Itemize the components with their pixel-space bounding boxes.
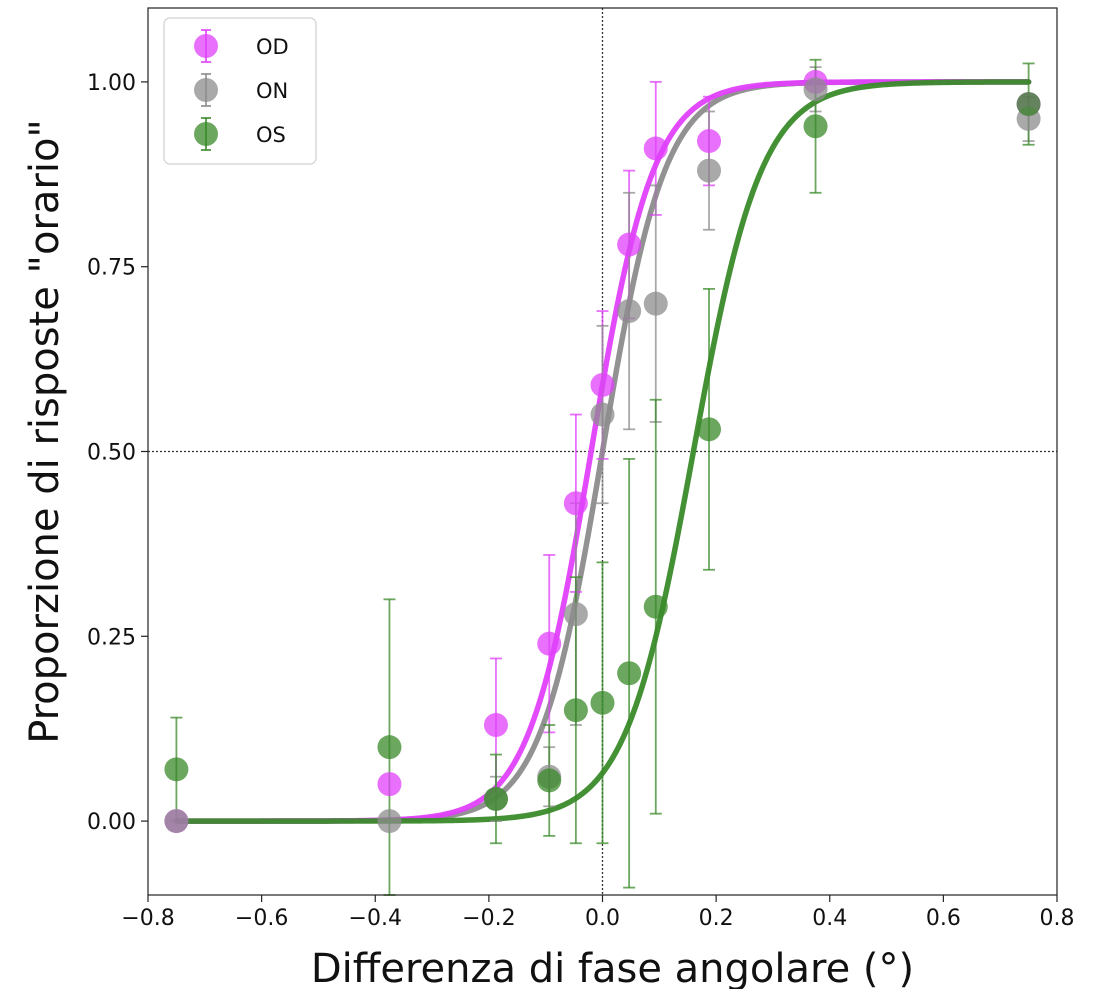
data-point-os xyxy=(164,757,189,782)
data-point-os xyxy=(563,698,588,723)
data-point-os xyxy=(483,786,508,811)
y-tick-label: 0.00 xyxy=(87,810,136,835)
data-point-on xyxy=(590,402,615,427)
x-tick-label: 0.2 xyxy=(699,906,734,931)
y-tick-label: 0.50 xyxy=(87,441,136,466)
data-point-os xyxy=(803,114,828,139)
data-point-os xyxy=(617,661,642,686)
data-point-od xyxy=(377,772,402,797)
data-point-on xyxy=(643,291,668,316)
x-tick-label: −0.8 xyxy=(121,906,174,931)
data-point-od xyxy=(537,631,562,656)
legend-label-on: ON xyxy=(256,79,288,103)
data-point-od xyxy=(590,372,615,397)
x-tick-label: 0.0 xyxy=(585,906,620,931)
x-tick-label: 0.6 xyxy=(926,906,961,931)
data-point-os xyxy=(697,417,722,442)
x-axis-title: Differenza di fase angolare (°) xyxy=(311,946,914,989)
legend-label-os: OS xyxy=(256,123,286,147)
x-axis-ticks: −0.8 −0.6 −0.4 −0.2 0.0 0.2 0.4 0.6 0.8 xyxy=(121,895,1075,931)
data-point-od xyxy=(697,129,722,154)
x-tick-label: −0.4 xyxy=(349,906,402,931)
data-point-on xyxy=(377,809,402,834)
x-tick-label: 0.4 xyxy=(812,906,847,931)
legend: OD ON OS xyxy=(163,17,317,165)
data-point-on xyxy=(803,77,828,102)
data-point-od xyxy=(643,136,668,161)
data-point-od xyxy=(483,712,508,737)
data-point-os xyxy=(377,735,402,760)
y-axis-title: Proporzione di risposte "orario" xyxy=(22,119,68,744)
legend-box xyxy=(163,17,317,165)
data-point-os xyxy=(537,768,562,793)
data-point-on xyxy=(563,602,588,627)
x-tick-label: −0.6 xyxy=(235,906,288,931)
data-point-on xyxy=(617,299,642,324)
y-tick-label: 1.00 xyxy=(87,71,136,96)
y-tick-label: 0.75 xyxy=(87,256,136,281)
x-tick-label: 0.8 xyxy=(1040,906,1075,931)
data-point-os xyxy=(590,690,615,715)
data-point-od xyxy=(563,491,588,516)
data-point-od xyxy=(617,232,642,257)
data-points xyxy=(164,69,1041,834)
reference-lines xyxy=(148,8,1057,895)
legend-marker-on xyxy=(194,78,218,102)
data-point-on xyxy=(164,809,189,834)
legend-label-od: OD xyxy=(256,35,289,59)
data-point-on xyxy=(697,158,722,183)
y-axis-ticks: 0.00 0.25 0.50 0.75 1.00 xyxy=(87,71,148,835)
x-tick-label: −0.2 xyxy=(462,906,515,931)
data-point-os xyxy=(1016,92,1041,117)
data-point-os xyxy=(643,594,668,619)
legend-marker-od xyxy=(194,34,218,58)
legend-marker-os xyxy=(194,122,218,146)
y-tick-label: 0.25 xyxy=(87,625,136,650)
